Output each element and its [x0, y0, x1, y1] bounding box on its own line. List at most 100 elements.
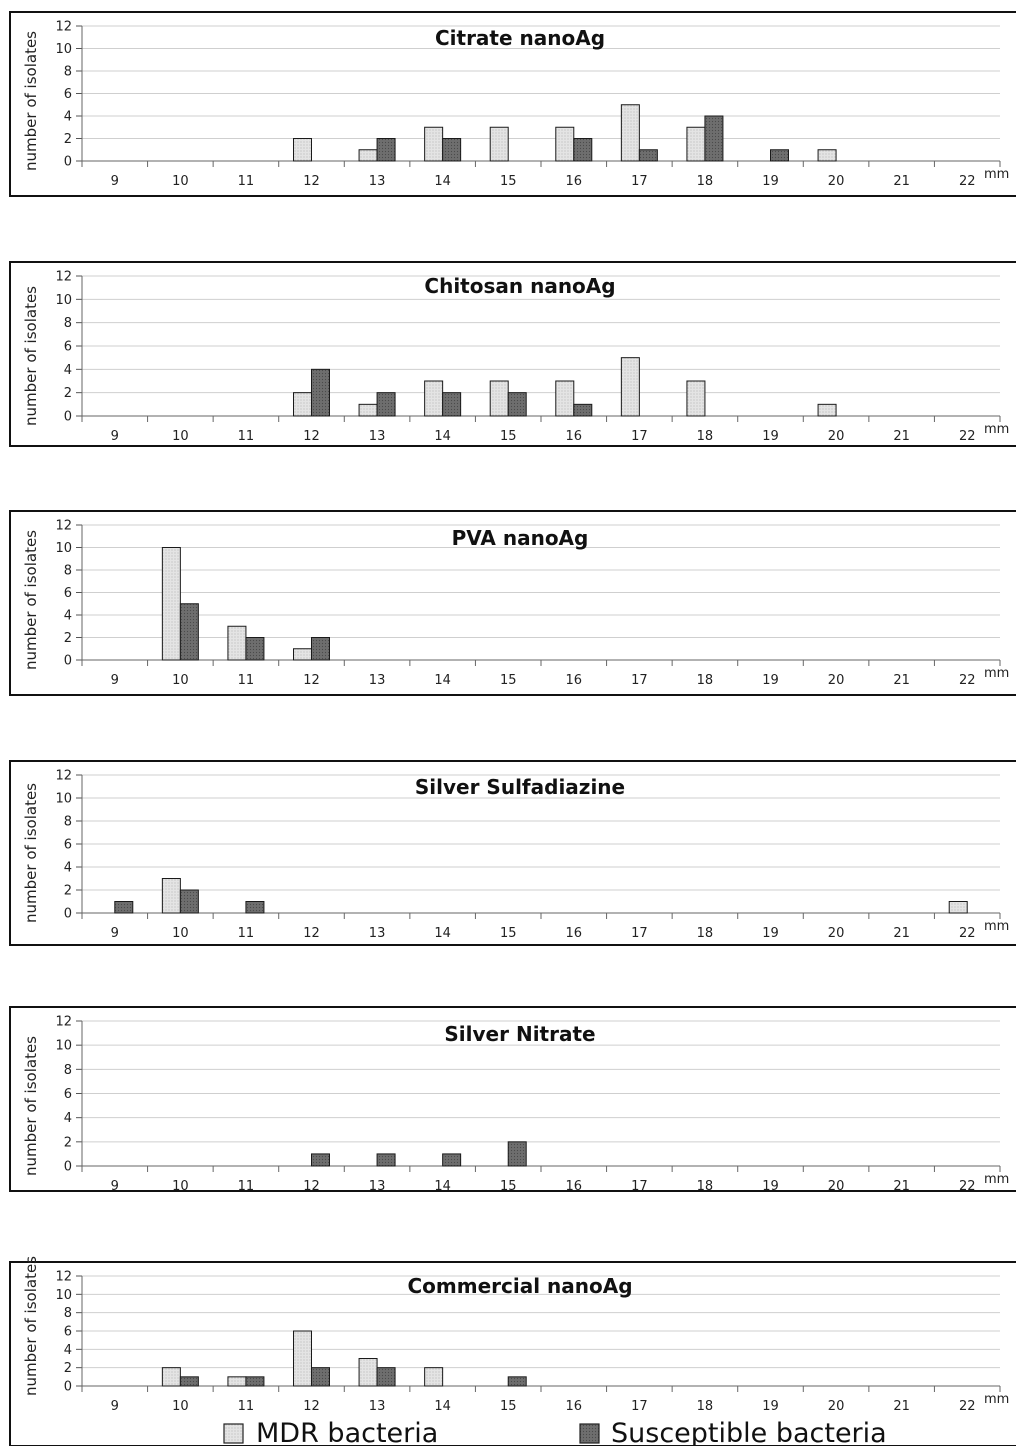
- bar-susceptible: [179, 1376, 199, 1387]
- x-tick-label: 14: [434, 673, 451, 688]
- x-tick-label: 22: [959, 1179, 976, 1194]
- y-tick-label: 8: [64, 815, 72, 830]
- x-tick-label: 20: [828, 926, 845, 941]
- x-tick-label: 18: [697, 926, 714, 941]
- bar-susceptible: [114, 901, 134, 914]
- x-tick-label: 17: [631, 174, 648, 189]
- x-tick-label: 10: [172, 174, 189, 189]
- bar-mdr: [293, 648, 312, 661]
- x-tick-label: 20: [828, 1179, 845, 1194]
- y-tick-label: 4: [64, 110, 72, 125]
- y-tick-label: 2: [64, 386, 72, 401]
- x-tick-label: 21: [893, 1399, 910, 1414]
- bar-susceptible: [311, 1153, 330, 1167]
- bar-susceptible: [442, 392, 462, 417]
- x-tick-label: 10: [172, 1179, 189, 1194]
- x-tick-label: 10: [172, 673, 189, 688]
- x-tick-label: 17: [631, 926, 648, 941]
- bar-susceptible: [311, 368, 330, 417]
- x-tick-label: 21: [893, 926, 910, 941]
- bar-susceptible: [638, 149, 658, 162]
- x-tick-label: 9: [111, 429, 119, 444]
- y-tick-label: 6: [64, 1325, 72, 1340]
- bar-mdr: [555, 126, 575, 162]
- x-tick-label: 16: [566, 429, 583, 444]
- y-tick-label: 10: [55, 1288, 72, 1303]
- x-tick-label: 22: [959, 1399, 976, 1414]
- x-tick-label: 9: [111, 1399, 119, 1414]
- x-tick-label: 15: [500, 1399, 517, 1414]
- bar-mdr: [686, 380, 706, 417]
- x-tick-label: 10: [172, 429, 189, 444]
- panel-frame: [9, 261, 1016, 447]
- x-tick-label: 18: [697, 174, 714, 189]
- x-unit-label: mm: [984, 919, 1009, 934]
- y-tick-label: 2: [64, 1135, 72, 1150]
- x-tick-label: 14: [434, 926, 451, 941]
- y-tick-label: 0: [64, 907, 72, 922]
- y-tick-label: 10: [55, 293, 72, 308]
- y-tick-label: 6: [64, 838, 72, 853]
- panel-frame: [9, 510, 1016, 696]
- bar-susceptible: [311, 1367, 330, 1387]
- bar-susceptible: [507, 392, 527, 417]
- x-tick-label: 21: [893, 1179, 910, 1194]
- x-tick-label: 13: [369, 1179, 386, 1194]
- x-tick-label: 9: [111, 926, 119, 941]
- bar-susceptible: [442, 138, 462, 162]
- bar-susceptible: [245, 637, 265, 661]
- x-tick-label: 20: [828, 673, 845, 688]
- bar-susceptible: [376, 138, 396, 162]
- x-tick-label: 14: [434, 1399, 451, 1414]
- bar-mdr: [620, 357, 640, 417]
- bar-mdr: [358, 149, 378, 162]
- bar-mdr: [620, 104, 640, 162]
- y-tick-label: 8: [64, 316, 72, 331]
- y-tick-label: 12: [55, 270, 72, 285]
- bar-mdr: [424, 380, 444, 417]
- x-tick-label: 12: [303, 1179, 320, 1194]
- x-tick-label: 19: [762, 1179, 779, 1194]
- y-tick-label: 12: [55, 1015, 72, 1030]
- legend-swatch-mdr: [223, 1423, 244, 1444]
- chart-title: PVA nanoAg: [452, 526, 589, 550]
- x-tick-label: 12: [303, 1399, 320, 1414]
- x-tick-label: 9: [111, 673, 119, 688]
- y-tick-label: 2: [64, 132, 72, 147]
- bar-mdr: [358, 1358, 378, 1387]
- y-axis-label: number of isolates: [22, 286, 40, 426]
- chart-legend: MDR bacteria Susceptible bacteria: [223, 1418, 887, 1446]
- chart-title: Citrate nanoAg: [435, 26, 605, 50]
- bar-mdr: [161, 1367, 181, 1387]
- y-tick-label: 12: [55, 1270, 72, 1285]
- x-tick-label: 9: [111, 174, 119, 189]
- x-tick-label: 11: [238, 1399, 255, 1414]
- x-tick-label: 14: [434, 1179, 451, 1194]
- x-tick-label: 9: [111, 1179, 119, 1194]
- bar-susceptible: [179, 889, 199, 914]
- y-axis-label: number of isolates: [22, 1036, 40, 1176]
- x-tick-label: 21: [893, 673, 910, 688]
- x-tick-label: 19: [762, 926, 779, 941]
- x-tick-label: 19: [762, 429, 779, 444]
- x-tick-label: 18: [697, 1179, 714, 1194]
- x-tick-label: 22: [959, 174, 976, 189]
- x-tick-label: 18: [697, 673, 714, 688]
- x-unit-label: mm: [984, 666, 1009, 681]
- y-tick-label: 12: [55, 769, 72, 784]
- y-tick-label: 10: [55, 541, 72, 556]
- bar-mdr: [227, 1376, 247, 1387]
- y-tick-label: 2: [64, 1361, 72, 1376]
- x-tick-label: 17: [631, 429, 648, 444]
- y-axis-label: number of isolates: [22, 31, 40, 171]
- bar-susceptible: [507, 1141, 527, 1167]
- x-tick-label: 11: [238, 174, 255, 189]
- x-tick-label: 20: [828, 429, 845, 444]
- y-tick-label: 12: [55, 519, 72, 534]
- y-tick-label: 8: [64, 1063, 72, 1078]
- bar-mdr: [686, 126, 706, 162]
- bar-mdr: [424, 126, 444, 162]
- x-tick-label: 13: [369, 429, 386, 444]
- bar-mdr: [817, 149, 837, 162]
